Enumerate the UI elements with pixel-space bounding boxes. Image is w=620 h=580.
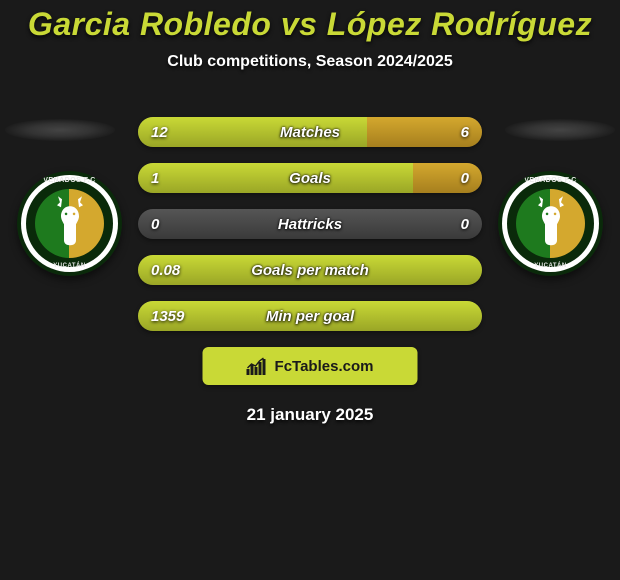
stat-label: Hattricks [138,209,482,239]
page-title: Garcia Robledo vs López Rodríguez [0,0,620,43]
club-name-bottom-right: YUCATÁN [534,263,566,269]
club-logo-left: VENADOS F.C YUCATÁN [17,171,122,276]
stat-row: Hattricks0 0 [138,209,482,239]
stat-row: Goals1 0 [138,163,482,193]
club-name-bottom-left: YUCATÁN [53,263,85,269]
stat-value-right: 6 [461,117,469,147]
deer-icon [48,195,92,255]
club-name-top-left: VENADOS F.C [43,177,96,184]
footer-date: 21 january 2025 [0,405,620,425]
stat-row: Goals per match0.08 [138,255,482,285]
stat-label: Min per goal [138,301,482,331]
club-name-top-right: VENADOS F.C [524,177,577,184]
page-subtitle: Club competitions, Season 2024/2025 [0,53,620,71]
logo-shadow-right [505,119,615,141]
stat-value-right: 0 [461,163,469,193]
stat-row: Matches12 6 [138,117,482,147]
stat-label: Goals [138,163,482,193]
stat-value-left: 0.08 [151,255,180,285]
chart-icon [247,357,269,375]
logo-shadow-left [5,119,115,141]
brand-text: FcTables.com [275,358,374,375]
stat-value-left: 1359 [151,301,184,331]
stat-label: Matches [138,117,482,147]
stat-value-left: 12 [151,117,168,147]
stat-value-left: 0 [151,209,159,239]
club-logo-right: VENADOS F.C YUCATÁN [498,171,603,276]
stat-label: Goals per match [138,255,482,285]
stat-value-right: 0 [461,209,469,239]
stat-bars: Matches126Goals10Hattricks00Goals per ma… [138,117,482,347]
deer-icon [529,195,573,255]
brand-badge: FcTables.com [203,347,418,385]
stat-row: Min per goal1359 [138,301,482,331]
stat-value-left: 1 [151,163,159,193]
